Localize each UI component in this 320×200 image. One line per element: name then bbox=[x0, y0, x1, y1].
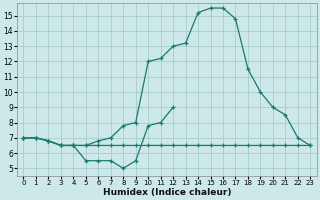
X-axis label: Humidex (Indice chaleur): Humidex (Indice chaleur) bbox=[103, 188, 231, 197]
